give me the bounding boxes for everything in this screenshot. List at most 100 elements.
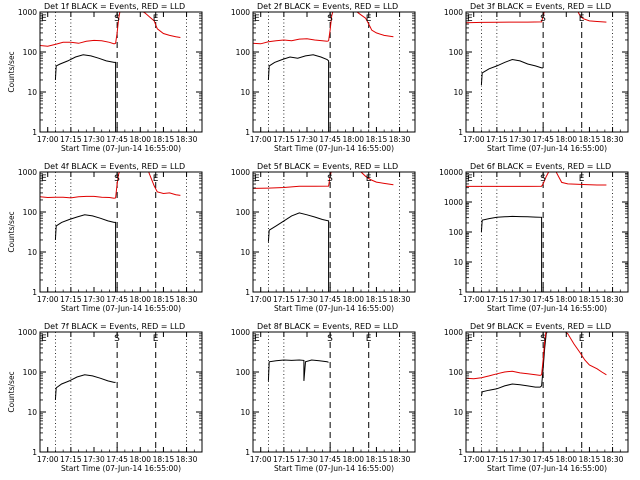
x-tick-label: 17:30 [296, 295, 318, 304]
y-tick-label: 100 [23, 48, 38, 57]
x-tick-label: 17:00 [37, 295, 59, 304]
x-axis-label: Start Time (07-Jun-14 16:55:00) [487, 464, 607, 473]
lld-series-line [40, 12, 181, 47]
y-tick-label: 10 [27, 88, 37, 97]
events-series-line [480, 215, 543, 292]
events-series-line [267, 54, 330, 132]
y-tick-label: 1 [458, 288, 463, 297]
y-tick-label: 1 [245, 448, 250, 457]
x-tick-label: 17:00 [37, 135, 59, 144]
y-tick-label: 100 [23, 208, 38, 217]
x-tick-label: 18:15 [366, 135, 388, 144]
x-axis-label: Start Time (07-Jun-14 16:55:00) [61, 464, 181, 473]
detector-panel: Det 5f BLACK = Events, RED = LLD 1 10 100 10… [231, 162, 416, 313]
x-axis-label: Start Time (07-Jun-14 16:55:00) [274, 144, 394, 153]
x-tick-label: 18:00 [555, 295, 577, 304]
phase-marker-label: S [540, 174, 546, 184]
panel-title: Det 3f BLACK = Events, RED = LLD [470, 2, 611, 11]
x-tick-label: 18:15 [153, 455, 175, 464]
events-series-line [267, 359, 329, 381]
x-tick-label: 17:15 [486, 295, 508, 304]
y-tick-label: 1000 [231, 8, 250, 17]
phase-marker-label: S [540, 14, 546, 24]
plot-frame [39, 11, 203, 133]
y-tick-label: 100 [236, 368, 251, 377]
phase-marker-label: E [366, 174, 372, 184]
y-tick-label: 100 [449, 228, 464, 237]
x-tick-label: 18:30 [176, 455, 198, 464]
x-tick-label: 17:30 [509, 135, 531, 144]
x-axis-label: Start Time (07-Jun-14 16:55:00) [274, 464, 394, 473]
y-tick-label: 1000 [444, 8, 463, 17]
x-axis-label: Start Time (07-Jun-14 16:55:00) [487, 144, 607, 153]
x-tick-label: 18:00 [555, 455, 577, 464]
detector-panel: Det 4f BLACK = Events, RED = LLD 1 10 100 10… [7, 162, 203, 313]
x-tick-label: 18:30 [176, 295, 198, 304]
x-tick-label: 17:30 [296, 135, 318, 144]
lld-series-line [40, 172, 181, 199]
y-tick-label: 10 [453, 258, 463, 267]
x-tick-label: 17:00 [250, 295, 272, 304]
phase-marker-label: E [467, 174, 473, 184]
x-tick-label: 17:00 [250, 455, 272, 464]
x-tick-label: 17:15 [60, 135, 82, 144]
events-series-line [54, 214, 117, 292]
y-tick-label: 1 [458, 128, 463, 137]
x-tick-label: 18:30 [389, 295, 411, 304]
y-tick-label: 1000 [18, 168, 37, 177]
phase-marker-label: S [114, 334, 120, 344]
y-tick-label: 1 [458, 448, 463, 457]
x-tick-label: 17:00 [463, 295, 485, 304]
y-axis-label: Counts/sec [7, 371, 16, 412]
panel-title: Det 6f BLACK = Events, RED = LLD [470, 162, 611, 171]
phase-marker-label: E [366, 334, 372, 344]
plot-frame [39, 331, 203, 453]
x-tick-label: 18:30 [176, 135, 198, 144]
x-tick-label: 18:30 [602, 455, 624, 464]
y-tick-label: 1 [245, 128, 250, 137]
y-tick-label: 10 [240, 88, 250, 97]
plot-frame [252, 11, 416, 133]
x-tick-label: 17:45 [106, 455, 128, 464]
plot-frame [465, 331, 629, 453]
x-tick-label: 18:30 [389, 135, 411, 144]
events-series-line [267, 212, 330, 292]
x-tick-label: 17:45 [106, 135, 128, 144]
y-tick-label: 1000 [444, 328, 463, 337]
y-tick-label: 1 [32, 128, 37, 137]
x-tick-label: 17:30 [509, 455, 531, 464]
x-tick-label: 18:15 [579, 455, 601, 464]
x-axis-label: Start Time (07-Jun-14 16:55:00) [274, 304, 394, 313]
detector-panel: Det 1f BLACK = Events, RED = LLD 1 10 100 10… [7, 2, 203, 153]
events-series-line [480, 58, 544, 86]
x-tick-label: 17:00 [37, 455, 59, 464]
phase-marker-label: S [327, 174, 333, 184]
panel-title: Det 2f BLACK = Events, RED = LLD [257, 2, 398, 11]
plot-frame [252, 171, 416, 293]
y-tick-label: 100 [449, 368, 464, 377]
phase-marker-label: E [467, 14, 473, 24]
y-tick-label: 100 [236, 208, 251, 217]
phase-marker-label: E [579, 14, 585, 24]
y-tick-label: 10 [27, 408, 37, 417]
y-tick-label: 100 [23, 368, 38, 377]
lld-series-line [253, 172, 394, 189]
y-tick-label: 100 [236, 48, 251, 57]
x-tick-label: 18:15 [366, 455, 388, 464]
y-tick-label: 10 [240, 248, 250, 257]
x-tick-label: 18:00 [342, 455, 364, 464]
panel-title: Det 5f BLACK = Events, RED = LLD [257, 162, 398, 171]
phase-marker-label: E [153, 174, 159, 184]
y-tick-label: 100 [449, 48, 464, 57]
x-tick-label: 17:45 [532, 295, 554, 304]
x-tick-label: 17:45 [532, 135, 554, 144]
phase-marker-label: E [41, 334, 47, 344]
lld-series-line [253, 12, 394, 45]
detector-panel: Det 8f BLACK = Events, RED = LLD 1 10 100 10… [231, 322, 416, 473]
x-tick-label: 18:15 [153, 135, 175, 144]
x-tick-label: 17:15 [60, 455, 82, 464]
phase-marker-label: E [153, 334, 159, 344]
phase-marker-label: S [114, 14, 120, 24]
